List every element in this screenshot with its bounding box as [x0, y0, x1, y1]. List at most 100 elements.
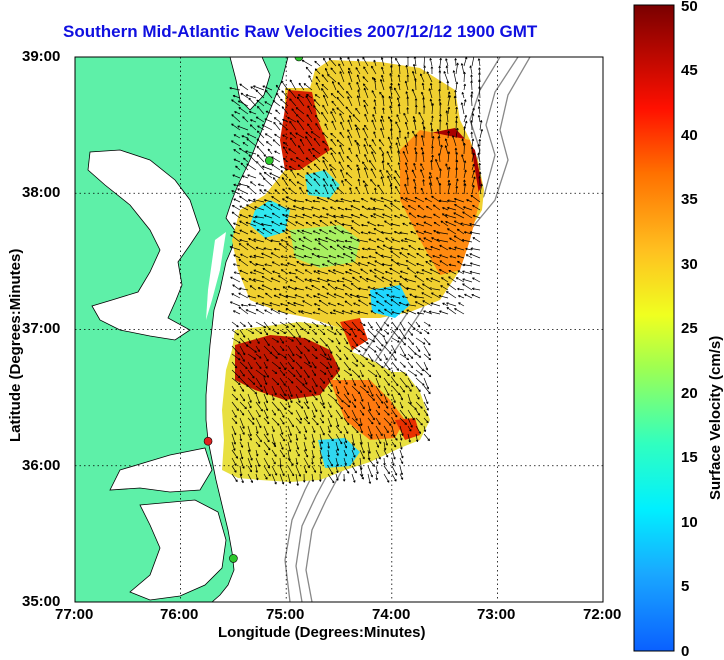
velocity-arrow — [364, 153, 369, 163]
velocity-arrow — [423, 433, 430, 442]
velocity-arrow — [405, 64, 409, 75]
velocity-arrow — [439, 254, 449, 259]
velocity-arrow — [316, 254, 329, 259]
velocity-arrow — [328, 254, 337, 259]
velocity-arrow — [271, 369, 278, 375]
velocity-arrow — [463, 83, 467, 91]
velocity-arrow — [271, 425, 275, 433]
velocity-arrow — [336, 107, 345, 115]
velocity-arrow — [239, 287, 249, 291]
velocity-arrow — [295, 409, 303, 421]
velocity-arrow — [423, 385, 431, 395]
velocity-arrow — [433, 221, 441, 227]
velocity-arrow — [327, 385, 333, 393]
velocity-arrow — [322, 178, 329, 187]
velocity-arrow — [406, 303, 417, 307]
velocity-arrow — [383, 457, 386, 466]
velocity-arrow — [424, 247, 433, 251]
velocity-arrow — [332, 309, 345, 315]
y-tick-label: 37:00 — [22, 320, 61, 337]
velocity-arrow — [375, 361, 384, 369]
velocity-arrow — [375, 409, 381, 416]
velocity-arrow — [407, 425, 412, 432]
velocity-arrow — [238, 243, 249, 251]
velocity-arrow — [365, 277, 377, 283]
velocity-arrow — [263, 449, 269, 456]
velocity-arrow — [337, 206, 345, 211]
velocity-arrow — [375, 345, 382, 351]
velocity-arrow — [446, 283, 457, 291]
velocity-arrow — [282, 286, 289, 291]
velocity-arrow — [470, 131, 474, 139]
velocity-arrow — [424, 197, 433, 203]
y-tick-label: 36:00 — [22, 457, 61, 474]
velocity-arrow — [282, 229, 289, 235]
velocity-arrow — [335, 401, 344, 410]
velocity-arrow — [375, 393, 384, 404]
velocity-arrow — [399, 275, 409, 283]
velocity-arrow — [334, 220, 345, 227]
velocity-arrow — [301, 244, 313, 251]
velocity-arrow — [317, 277, 329, 283]
velocity-arrow — [381, 276, 393, 283]
velocity-arrow — [287, 393, 293, 404]
velocity-arrow — [231, 337, 241, 344]
velocity-arrow — [442, 207, 449, 211]
velocity-arrow — [231, 425, 237, 436]
x-tick-label: 73:00 — [477, 606, 516, 623]
velocity-arrow — [231, 204, 241, 211]
velocity-arrow — [242, 116, 249, 123]
velocity-arrow — [286, 243, 297, 251]
velocity-arrow — [301, 59, 313, 67]
velocity-arrow — [327, 269, 337, 275]
velocity-arrow — [447, 182, 452, 195]
velocity-arrow — [406, 309, 417, 315]
velocity-arrow — [264, 237, 273, 243]
velocity-arrow — [399, 449, 404, 459]
velocity-arrow — [370, 197, 377, 203]
colorbar-tick-label: 25 — [681, 320, 698, 337]
velocity-arrow — [263, 171, 273, 179]
velocity-arrow — [319, 417, 325, 424]
velocity-arrow — [420, 147, 425, 155]
velocity-arrow — [431, 103, 435, 115]
velocity-arrow — [447, 95, 451, 107]
velocity-arrow — [371, 119, 377, 131]
velocity-arrow — [382, 107, 385, 115]
velocity-arrow — [351, 385, 361, 395]
velocity-arrow — [296, 173, 305, 179]
velocity-arrow — [372, 206, 385, 211]
velocity-arrow — [246, 204, 257, 211]
velocity-arrow — [460, 63, 465, 75]
velocity-arrow — [339, 144, 345, 155]
velocity-arrow — [245, 150, 257, 155]
velocity-arrow — [287, 337, 294, 342]
velocity-arrow — [311, 401, 318, 413]
velocity-arrow — [273, 117, 281, 123]
velocity-arrow — [391, 353, 397, 361]
velocity-arrow — [319, 219, 329, 227]
velocity-arrow — [319, 385, 325, 392]
velocity-arrow — [239, 417, 245, 429]
velocity-arrow — [351, 329, 357, 338]
velocity-arrow — [445, 291, 457, 299]
velocity-arrow — [422, 179, 425, 187]
colorbar-tick-label: 50 — [681, 0, 698, 15]
velocity-arrow — [351, 473, 356, 483]
velocity-arrow — [311, 465, 317, 473]
velocity-arrow — [438, 294, 449, 299]
x-tick-label: 72:00 — [583, 606, 622, 623]
velocity-arrow — [449, 255, 457, 259]
velocity-arrow — [287, 417, 295, 428]
velocity-arrow — [415, 345, 421, 353]
velocity-arrow — [282, 134, 289, 139]
velocity-arrow — [250, 86, 257, 91]
velocity-arrow — [282, 198, 289, 203]
velocity-arrow — [391, 417, 396, 425]
velocity-arrow — [305, 198, 313, 203]
velocity-arrow — [279, 122, 289, 131]
velocity-arrow — [383, 329, 390, 335]
velocity-arrow — [255, 377, 262, 388]
velocity-arrow — [383, 425, 389, 434]
velocity-arrow — [428, 176, 433, 187]
